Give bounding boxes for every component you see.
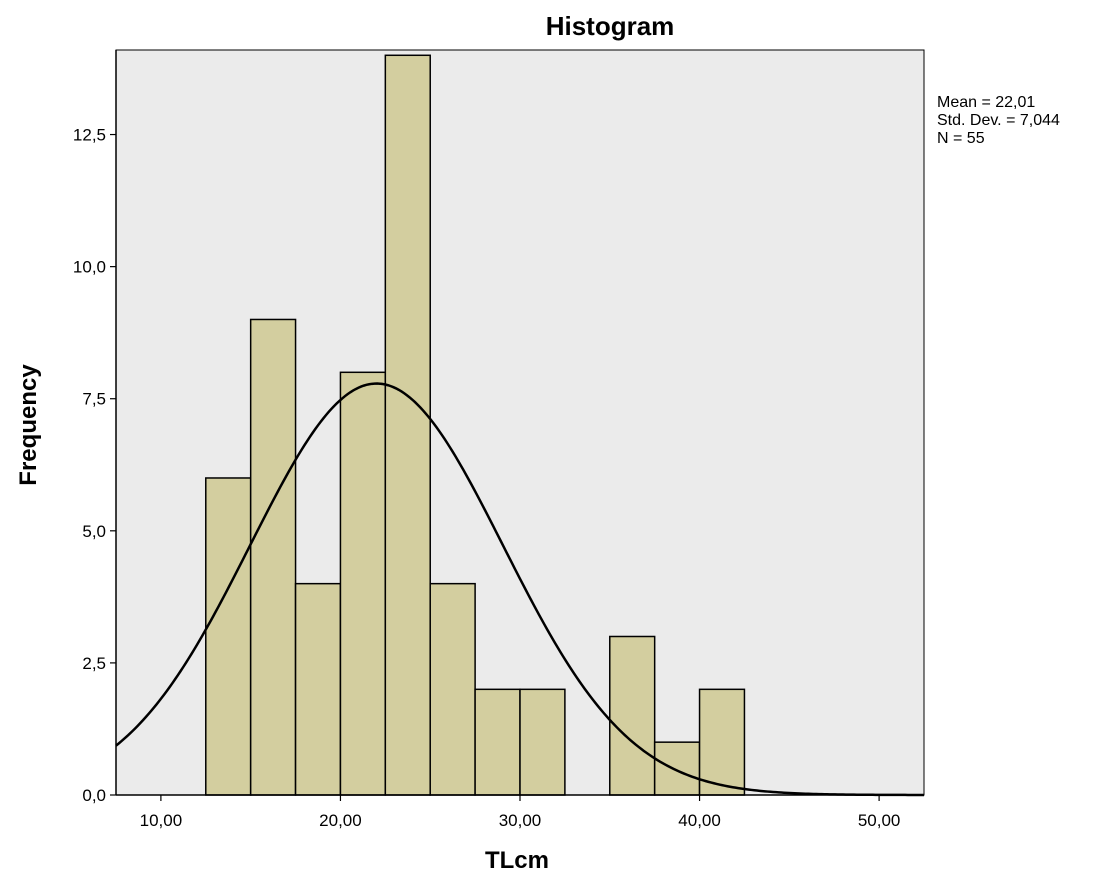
y-tick-label: 12,5 (73, 126, 106, 145)
histogram-bar (339, 371, 387, 796)
histogram-bar (294, 582, 342, 796)
y-ticks-group: 0,0 2,5 5,0 7,5 10,0 12,5 (73, 126, 116, 805)
y-axis-label: Frequency (15, 364, 42, 486)
histogram-bar (609, 635, 656, 796)
y-tick-label: 7,5 (82, 390, 106, 409)
histogram-bar (249, 318, 297, 796)
histogram-bar (474, 688, 521, 796)
x-tick-label: 10,00 (140, 811, 183, 830)
x-axis-label: TLcm (485, 847, 549, 874)
histogram-bar (384, 54, 431, 796)
stat-n: N = 55 (937, 130, 985, 147)
y-tick-label: 2,5 (82, 654, 106, 673)
histogram-bar (653, 741, 701, 796)
histogram-bar (519, 688, 566, 796)
stat-std-dev: Std. Dev. = 7,044 (937, 112, 1060, 129)
x-tick-label: 40,00 (678, 811, 721, 830)
statistics-box: Mean = 22,01 Std. Dev. = 7,044 N = 55 (937, 94, 1060, 147)
bars-group (205, 54, 746, 796)
stat-mean: Mean = 22,01 (937, 94, 1035, 111)
histogram-bar (429, 582, 476, 796)
chart-title: Histogram (546, 11, 675, 41)
y-tick-label: 10,0 (73, 258, 106, 277)
x-ticks-group: 10,00 20,00 30,00 40,00 50,00 (140, 795, 901, 830)
y-tick-label: 5,0 (82, 522, 106, 541)
histogram-bar (205, 477, 252, 796)
normal-curve (115, 382, 924, 797)
x-tick-label: 20,00 (319, 811, 362, 830)
y-tick-label: 0,0 (82, 786, 106, 805)
x-tick-label: 50,00 (858, 811, 901, 830)
histogram-bar (698, 688, 746, 796)
x-tick-label: 30,00 (499, 811, 542, 830)
